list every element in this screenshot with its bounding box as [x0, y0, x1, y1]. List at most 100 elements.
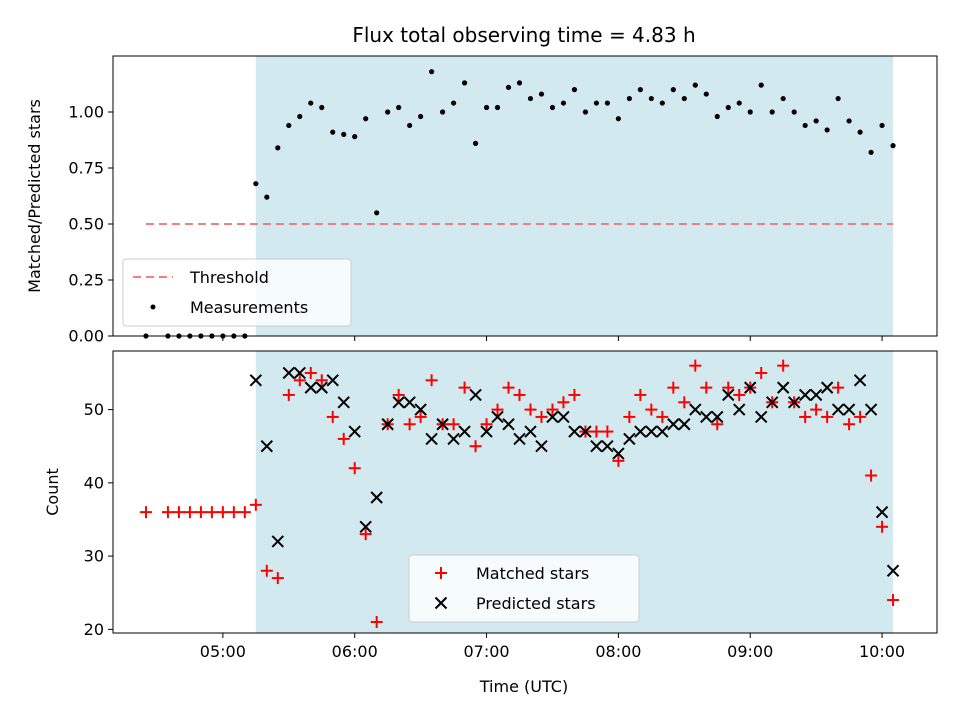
measurement-point	[286, 122, 292, 129]
predicted-star-point	[722, 388, 735, 402]
x-marker-b	[601, 440, 614, 453]
x-marker-b	[755, 410, 768, 424]
x-marker-b	[370, 491, 383, 504]
measurement-point	[725, 104, 731, 111]
predicted-star-point	[359, 520, 372, 533]
matched-star-point	[799, 410, 812, 423]
measurement-point	[582, 109, 589, 115]
x-marker-b	[546, 410, 559, 424]
bottom-x-axis: 05:00 06:00 07:00 08:00 09:00 10:00	[200, 633, 905, 661]
measurement-point	[253, 181, 259, 187]
x-marker-b	[568, 425, 581, 438]
predicted-star-point	[711, 410, 724, 424]
x-marker-b	[447, 432, 460, 446]
x-marker-b	[249, 374, 263, 387]
matched-star-point	[458, 381, 471, 394]
x-marker-b	[886, 564, 900, 577]
matched-star-point	[370, 616, 383, 629]
predicted-star-point	[645, 425, 658, 438]
measurement-point	[450, 100, 457, 106]
predicted-star-point	[403, 396, 416, 409]
predicted-star-point	[282, 366, 295, 380]
matched-star-point	[623, 410, 636, 423]
measurement-point	[429, 69, 435, 75]
measurement-point	[648, 95, 654, 102]
x-marker-b	[820, 381, 834, 394]
measurement-point	[396, 104, 402, 111]
measurement-point	[549, 104, 556, 111]
x-marker-b	[689, 403, 702, 416]
bottom-plot-frame	[112, 350, 938, 634]
bottom-legend: Matched stars Predicted stars	[408, 554, 640, 623]
predicted-star-point	[469, 388, 482, 402]
top-observing-window	[255, 56, 894, 336]
measurement-point	[330, 129, 336, 135]
x-marker-b	[787, 396, 801, 409]
matched-star-point	[722, 381, 735, 394]
predicted-star-point	[502, 418, 515, 431]
predicted-star-point	[820, 381, 834, 394]
predicted-star-point	[798, 388, 812, 402]
matched-star-point	[755, 366, 768, 379]
x-marker-b	[436, 418, 449, 431]
matched-star-point	[348, 462, 361, 475]
top-plot-frame	[112, 55, 938, 337]
matched-star-point	[689, 359, 702, 372]
x-marker-b	[744, 381, 757, 394]
x-marker-b	[831, 403, 845, 416]
predicted-star-point	[370, 491, 383, 504]
x-marker-b	[326, 374, 339, 387]
measurement-point	[846, 118, 852, 124]
measurement-point	[868, 149, 874, 155]
matched-star-point	[414, 410, 427, 423]
matched-star-point	[249, 498, 262, 511]
x-marker-b	[414, 403, 427, 416]
matched-star-point	[535, 410, 548, 423]
matched-star-point	[469, 440, 482, 453]
measurement-point	[407, 122, 413, 129]
predicted-star-point	[875, 505, 889, 519]
x-marker-b	[722, 388, 735, 402]
matched-star-point	[260, 564, 273, 577]
predicted-star-point	[886, 564, 900, 577]
matched-star-point	[161, 506, 174, 519]
chart-title: Flux total observing time = 4.83 h	[352, 23, 695, 47]
legend-x-marker	[434, 596, 448, 610]
top-y-axis-label: Matched/Predicted stars	[25, 99, 44, 293]
measurement-point	[890, 143, 896, 149]
x-marker-b	[491, 410, 504, 424]
bottom-count-points	[139, 359, 900, 629]
matched-star-point	[227, 506, 240, 519]
x-marker-b	[557, 410, 570, 424]
matched-star-point	[359, 528, 372, 541]
x-marker-b	[304, 381, 317, 394]
predicted-star-point	[809, 388, 823, 402]
bottom-y-tick-label: 50	[84, 400, 104, 419]
matched-star-point	[700, 381, 713, 394]
matched-star-point	[832, 381, 845, 394]
measurement-point	[802, 122, 808, 129]
measurement-point	[637, 87, 643, 93]
matched-star-point	[810, 403, 823, 416]
measurement-point	[297, 113, 303, 120]
measurement-point	[275, 145, 281, 151]
matched-star-point	[513, 388, 526, 401]
measurement-point	[440, 109, 446, 115]
matched-star-point	[711, 418, 724, 431]
matched-star-point	[568, 388, 581, 401]
top-y-axis: 0.00 0.25 0.50 0.75 1.00	[68, 103, 113, 346]
measurement-point	[835, 95, 841, 102]
predicted-star-point	[623, 432, 636, 446]
matched-star-point	[612, 454, 625, 467]
matched-star-point	[524, 403, 537, 416]
x-marker-b	[711, 410, 724, 424]
predicted-star-point	[831, 403, 845, 416]
x-marker-b	[282, 366, 295, 380]
x-marker-b	[590, 440, 603, 453]
predicted-star-point	[249, 374, 263, 387]
measurement-point	[527, 95, 534, 102]
predicted-star-point	[458, 425, 471, 438]
measurement-point	[714, 113, 720, 120]
